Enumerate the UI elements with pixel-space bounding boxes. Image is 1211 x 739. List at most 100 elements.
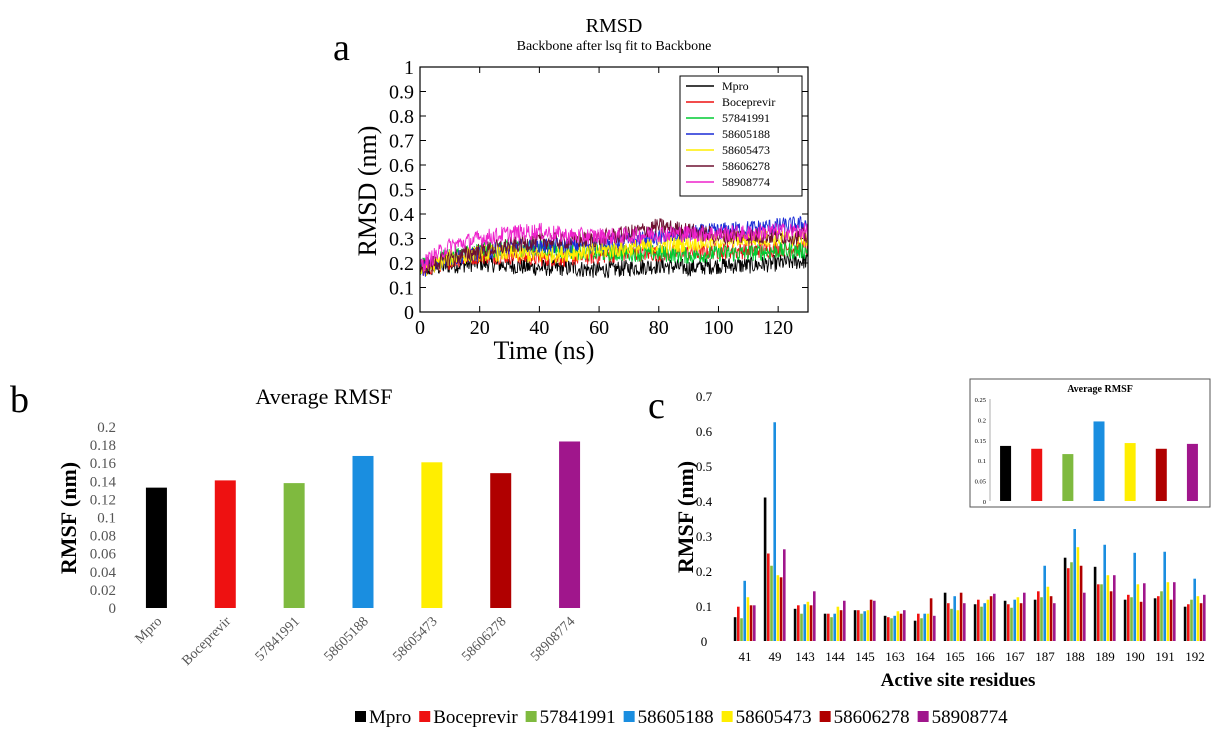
rmsd-legend-label: Mpro (722, 79, 749, 93)
residue-rmsf-bar (806, 601, 810, 641)
residue-rmsf-y-tick-label: 0.5 (696, 459, 712, 474)
residue-rmsf-bar (1173, 582, 1176, 641)
residue-rmsf-bar (959, 592, 963, 641)
residue-rmsf-bar (873, 600, 876, 641)
avg-rmsf-y-tick-label: 0.12 (90, 492, 116, 508)
inset-y-tick-label: 0 (983, 499, 986, 506)
rmsd-x-tick-label: 120 (763, 317, 793, 339)
residue-category-label: 189 (1095, 649, 1115, 664)
residue-rmsf-bar (1127, 594, 1130, 641)
residue-rmsf-bar (913, 620, 917, 641)
rmsd-y-tick-label: 0.9 (389, 82, 414, 104)
residue-rmsf-bar (773, 422, 776, 641)
residue-rmsf-y-tick-label: 0.3 (696, 529, 712, 544)
average-rmsf-chart: Average RMSF RMSF (nm) 0 0.02 0.04 0.06 0.08… (56, 384, 581, 669)
shared-legend-swatch (721, 711, 733, 722)
residue-rmsf-bar (1100, 584, 1103, 641)
active-site-rmsf-chart: RMSF (nm) Active site residues 0 0.1 0.2 0.… (673, 389, 1206, 691)
residue-rmsf-y-tick-label: 0.7 (696, 389, 713, 404)
residue-rmsf-bar (1160, 591, 1163, 641)
residue-rmsf-bar (866, 610, 870, 641)
residue-rmsf-bar (830, 617, 833, 641)
residue-rmsf-bar (1040, 597, 1043, 641)
residue-rmsf-bar (1183, 606, 1187, 641)
shared-legend-label: Boceprevir (433, 707, 518, 728)
shared-legend-label: 58908774 (932, 707, 1009, 728)
shared-legend-label: 58606278 (834, 707, 910, 728)
residue-rmsf-bar (1196, 596, 1200, 641)
avg-rmsf-y-tick-label: 0.2 (97, 420, 116, 436)
rmsd-x-tick-label: 40 (529, 317, 549, 339)
residue-category-label: 192 (1185, 649, 1205, 664)
rmsd-y-tick-label: 0.2 (389, 253, 414, 275)
shared-legend-label: 57841991 (540, 707, 616, 728)
avg-rmsf-y-tick-label: 0.14 (90, 474, 117, 490)
residue-rmsf-bar (833, 613, 836, 641)
residue-rmsf-bar (797, 605, 800, 641)
residue-rmsf-bar (1049, 596, 1053, 641)
residue-rmsf-bar (1203, 594, 1206, 641)
residue-rmsf-bar (1130, 597, 1133, 641)
residue-rmsf-bar (767, 553, 770, 641)
residue-rmsf-bar (1139, 601, 1143, 641)
shared-legend-swatch (355, 711, 366, 722)
residue-rmsf-bar (836, 606, 840, 641)
residue-rmsf-bar (929, 598, 933, 641)
avg-rmsf-bar (145, 487, 167, 608)
shared-legend-swatch (419, 711, 431, 722)
residue-rmsf-bar (813, 591, 816, 641)
residue-rmsf-bar (1106, 575, 1110, 641)
residue-rmsf-y-tick-label: 0.2 (696, 564, 712, 579)
residue-category-label: 145 (855, 649, 875, 664)
shared-legend-swatch (623, 711, 635, 722)
residue-category-label: 191 (1155, 649, 1175, 664)
rmsd-subtitle: Backbone after lsq fit to Backbone (517, 39, 712, 54)
rmsd-plot-frame (419, 66, 809, 313)
rmsd-y-tick-label: 0.1 (389, 278, 414, 300)
residue-rmsf-bar (1113, 575, 1116, 641)
shared-legend-swatch (525, 711, 537, 722)
residue-rmsf-y-tick-label: 0.6 (696, 424, 713, 439)
residue-rmsf-bar (950, 608, 953, 641)
rmsd-chart: RMSD Backbone after lsq fit to Backbone … (353, 15, 809, 365)
rmsd-legend-label: 58908774 (722, 175, 770, 189)
rmsd-y-tick-label: 0.8 (389, 106, 414, 128)
inset-average-rmsf-chart: Average RMSF 0 0.05 0.1 0.15 0.2 0.25 (969, 378, 1211, 508)
residue-rmsf-bar (763, 497, 767, 641)
residue-rmsf-bar (923, 613, 926, 641)
residue-category-label: 167 (1005, 649, 1025, 664)
shared-legend-swatch (819, 711, 831, 722)
residue-rmsf-bar (733, 617, 737, 641)
rmsd-legend-label: 58606278 (722, 159, 770, 173)
residue-rmsf-bar (1187, 604, 1190, 641)
rmsd-x-tick-label: 0 (415, 317, 425, 339)
residue-category-label: 187 (1035, 649, 1055, 664)
residue-rmsf-bar (1053, 603, 1056, 641)
residue-rmsf-bar (1133, 552, 1136, 641)
residue-category-label: 163 (885, 649, 905, 664)
residue-rmsf-bar (883, 615, 887, 641)
residue-rmsf-bar (1093, 566, 1097, 641)
residue-rmsf-bar (1063, 557, 1067, 641)
avg-rmsf-y-tick-label: 0.04 (90, 565, 117, 581)
residue-rmsf-bar (1023, 592, 1026, 641)
residue-rmsf-bar (1067, 568, 1070, 641)
rmsd-y-tick-label: 0 (404, 302, 414, 324)
residue-rmsf-bar (1109, 591, 1113, 641)
avg-rmsf-category-label: 58606278 (459, 614, 509, 664)
residue-rmsf-bar (920, 618, 923, 641)
residue-rmsf-bar (743, 580, 746, 641)
rmsd-y-tick-label: 0.3 (389, 229, 414, 251)
inset-y-tick-label: 0.05 (975, 479, 986, 486)
residue-rmsf-bar (1010, 607, 1013, 641)
avg-rmsf-bar (559, 441, 581, 608)
rmsd-x-tick-label: 80 (649, 317, 669, 339)
rmsd-legend-label: 57841991 (722, 111, 770, 125)
residue-rmsf-bar (933, 615, 936, 641)
panel-label-b: b (10, 379, 29, 421)
residue-rmsf-bar (993, 593, 996, 641)
residue-rmsf-bar (977, 599, 980, 641)
inset-bar (1062, 454, 1074, 501)
panel-label-a: a (333, 27, 350, 69)
rmsd-y-tick-label: 0.5 (389, 180, 414, 202)
